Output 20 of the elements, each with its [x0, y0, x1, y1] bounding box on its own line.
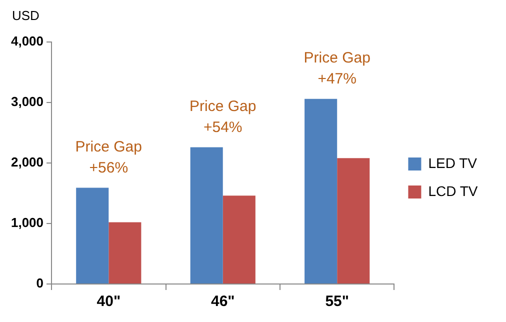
annotation: Price Gap +47%	[304, 50, 370, 88]
y-tick-label: 1,000	[10, 215, 44, 230]
bar	[222, 196, 256, 284]
bar	[304, 98, 338, 284]
x-tick-label: 55"	[325, 293, 349, 310]
y-tick-label: 3,000	[10, 94, 44, 110]
bar	[108, 222, 142, 284]
bar	[76, 188, 109, 284]
y-tick-label: 2,000	[10, 154, 44, 170]
annotation: Price Gap +56%	[75, 138, 142, 176]
legend-label: LED TV	[428, 154, 478, 171]
x-tick-label: 46"	[210, 293, 235, 310]
y-tick-label: 4,000	[10, 34, 44, 49]
legend-label: LCD TV	[428, 182, 478, 199]
bar	[190, 147, 223, 284]
annotation: Price Gap +54%	[190, 98, 256, 136]
bar	[337, 158, 370, 284]
y-axis-title: USD	[12, 8, 40, 23]
x-tick-label: 40"	[96, 293, 121, 310]
y-tick-label: 0	[36, 276, 44, 291]
